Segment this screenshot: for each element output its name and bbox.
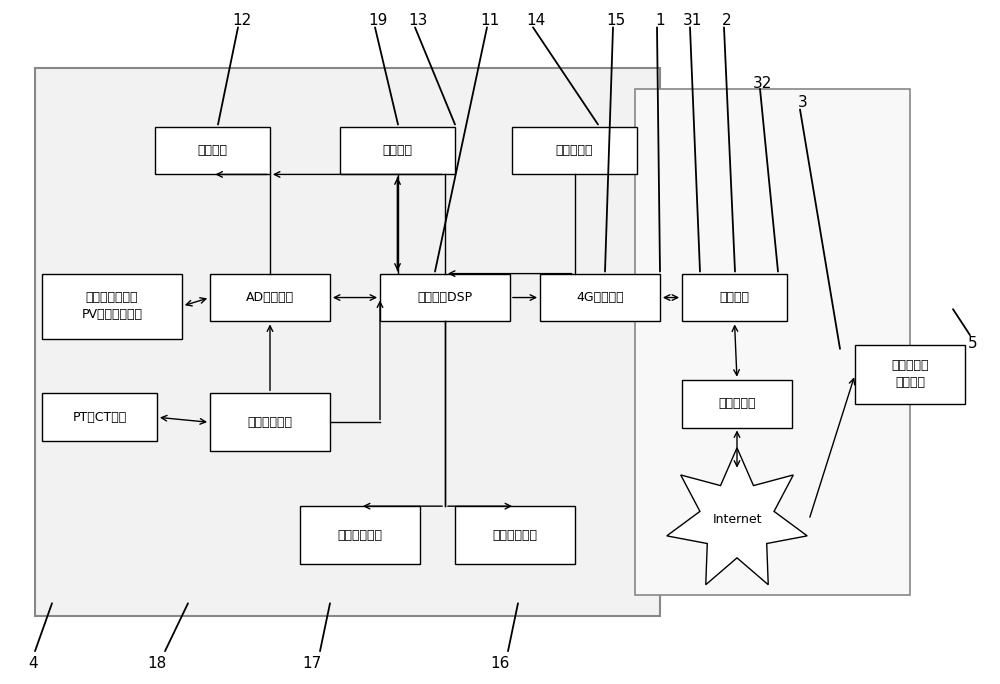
FancyBboxPatch shape xyxy=(682,380,792,428)
FancyBboxPatch shape xyxy=(210,274,330,321)
Text: 12: 12 xyxy=(232,13,252,28)
Text: 13: 13 xyxy=(408,13,428,28)
Text: 无线网络: 无线网络 xyxy=(720,291,750,304)
Text: 显示模块: 显示模块 xyxy=(198,144,228,157)
Text: 11: 11 xyxy=(480,13,500,28)
Text: 5: 5 xyxy=(968,336,978,351)
Text: 电能计量芯片: 电能计量芯片 xyxy=(248,416,292,429)
Polygon shape xyxy=(667,448,807,585)
Text: 1: 1 xyxy=(655,13,665,28)
FancyBboxPatch shape xyxy=(455,506,575,564)
Text: 17: 17 xyxy=(302,656,322,671)
Text: PT、CT输入: PT、CT输入 xyxy=(72,410,127,424)
Text: 按键模块: 按键模块 xyxy=(382,144,413,157)
Text: 18: 18 xyxy=(147,656,167,671)
Text: 14: 14 xyxy=(526,13,546,28)
Text: 数据存储器: 数据存储器 xyxy=(556,144,593,157)
Text: 19: 19 xyxy=(368,13,388,28)
Text: 温湿度模拟信号
PV列阵模拟信号: 温湿度模拟信号 PV列阵模拟信号 xyxy=(82,291,143,321)
FancyBboxPatch shape xyxy=(340,127,455,174)
FancyBboxPatch shape xyxy=(300,506,420,564)
Text: 4G接口模块: 4G接口模块 xyxy=(576,291,624,304)
Text: 2: 2 xyxy=(722,13,732,28)
Text: AD转换电路: AD转换电路 xyxy=(246,291,294,304)
FancyBboxPatch shape xyxy=(42,393,157,441)
FancyBboxPatch shape xyxy=(210,393,330,451)
Text: 4: 4 xyxy=(28,656,38,671)
FancyBboxPatch shape xyxy=(380,274,510,321)
Text: 异地机监控
浏览系统: 异地机监控 浏览系统 xyxy=(891,360,929,389)
FancyBboxPatch shape xyxy=(512,127,637,174)
Text: 3: 3 xyxy=(798,95,808,110)
Text: 单片机或DSP: 单片机或DSP xyxy=(417,291,473,304)
FancyBboxPatch shape xyxy=(35,68,660,616)
FancyBboxPatch shape xyxy=(540,274,660,321)
Text: Internet: Internet xyxy=(712,513,762,527)
Text: 15: 15 xyxy=(606,13,626,28)
FancyBboxPatch shape xyxy=(682,274,787,321)
FancyBboxPatch shape xyxy=(42,274,182,339)
Text: 网关服务器: 网关服务器 xyxy=(718,397,756,410)
FancyBboxPatch shape xyxy=(635,89,910,595)
Text: 31: 31 xyxy=(683,13,703,28)
FancyBboxPatch shape xyxy=(855,345,965,404)
Text: 实时时钟电路: 实时时钟电路 xyxy=(338,529,382,542)
Text: 控制输出接口: 控制输出接口 xyxy=(492,529,538,542)
FancyBboxPatch shape xyxy=(155,127,270,174)
Text: 32: 32 xyxy=(753,76,773,91)
Text: 16: 16 xyxy=(490,656,510,671)
